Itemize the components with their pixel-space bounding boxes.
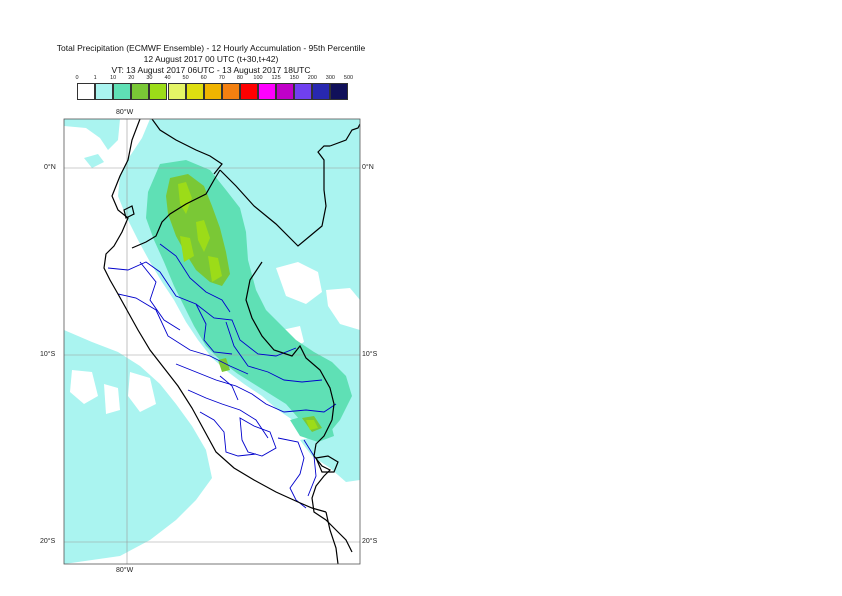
border-peru-colombia — [219, 145, 330, 247]
legend-label: 300 — [325, 75, 335, 81]
legend-label: 100 — [253, 75, 263, 81]
precip-area-yellow-1 — [178, 182, 192, 214]
legend-swatch — [203, 83, 222, 100]
legend-label: 0 — [75, 75, 79, 81]
legend-swatch — [312, 83, 331, 100]
legend-swatch — [131, 83, 150, 100]
top-longitude-label: 80°W — [116, 109, 134, 116]
legend-swatch — [258, 83, 276, 100]
precip-area-light-ocean — [64, 330, 212, 564]
border-chile — [325, 511, 339, 564]
lat-label-left-20: 20°S — [40, 538, 56, 545]
legend-swatch — [294, 83, 313, 100]
legend-swatch — [330, 83, 349, 100]
legend-swatch — [149, 83, 168, 100]
gulf-island — [123, 205, 135, 219]
precip-area-light-northwest — [64, 119, 120, 150]
precip-area-yellow-4 — [208, 256, 222, 282]
title-line-1: Total Precipitation (ECMWF Ensemble) - 1… — [56, 43, 366, 53]
legend-label: 80 — [236, 75, 243, 81]
border-ecuador-colombia — [151, 119, 223, 175]
precip-area-yellow-2 — [196, 220, 210, 252]
border-ecuador-peru — [131, 169, 221, 249]
precip-area-yellow-south — [306, 420, 318, 430]
legend-swatch — [221, 83, 240, 100]
legend-swatch — [113, 83, 132, 100]
precip-area-light-patch1 — [84, 154, 104, 168]
lat-label-right-0: 0°N — [362, 164, 374, 171]
legend-label: 500 — [343, 75, 354, 81]
lat-label-left-0: 0°N — [44, 164, 56, 171]
border-peru-brazil — [245, 261, 335, 421]
border-colombia-brazil — [329, 123, 360, 147]
title-line-3: VT: 13 August 2017 06UTC - 13 August 201… — [111, 65, 311, 75]
legend-label: 30 — [146, 75, 153, 81]
lat-label-right-10: 10°S — [362, 351, 378, 358]
precipitation-shading — [64, 119, 360, 564]
legend-label: 60 — [200, 75, 207, 81]
lat-label-right-20: 20°S — [362, 538, 378, 545]
coastline — [103, 119, 327, 513]
legend-label: 150 — [289, 75, 299, 81]
regional-boundaries — [107, 243, 337, 509]
lake-titicaca — [315, 455, 339, 473]
legend-label: 1 — [93, 75, 97, 81]
border-peru-bolivia — [311, 419, 353, 553]
legend-swatch — [276, 83, 295, 100]
legend-label: 125 — [271, 75, 281, 81]
legend-swatch — [185, 83, 204, 100]
legend-swatch — [77, 83, 95, 100]
title-line-2: 12 August 2017 00 UTC (t+30,t+42) — [143, 54, 279, 64]
lat-label-left-10: 10°S — [40, 351, 56, 358]
bottom-longitude-label: 80°W — [116, 567, 134, 574]
legend-label: 50 — [182, 75, 189, 81]
legend-label: 40 — [164, 75, 171, 81]
coastline-and-borders — [103, 119, 360, 564]
legend-swatch — [239, 83, 258, 100]
legend-label: 200 — [307, 75, 317, 81]
map-frame — [63, 118, 361, 565]
legend-swatch — [167, 83, 186, 100]
legend-label: 70 — [218, 75, 225, 81]
legend-label: 10 — [110, 75, 117, 81]
legend-swatch — [95, 83, 114, 100]
graticule — [64, 119, 360, 564]
precip-area-light-patch2 — [300, 434, 360, 482]
legend-label: 20 — [128, 75, 135, 81]
precip-area-yellow-3 — [180, 236, 194, 262]
